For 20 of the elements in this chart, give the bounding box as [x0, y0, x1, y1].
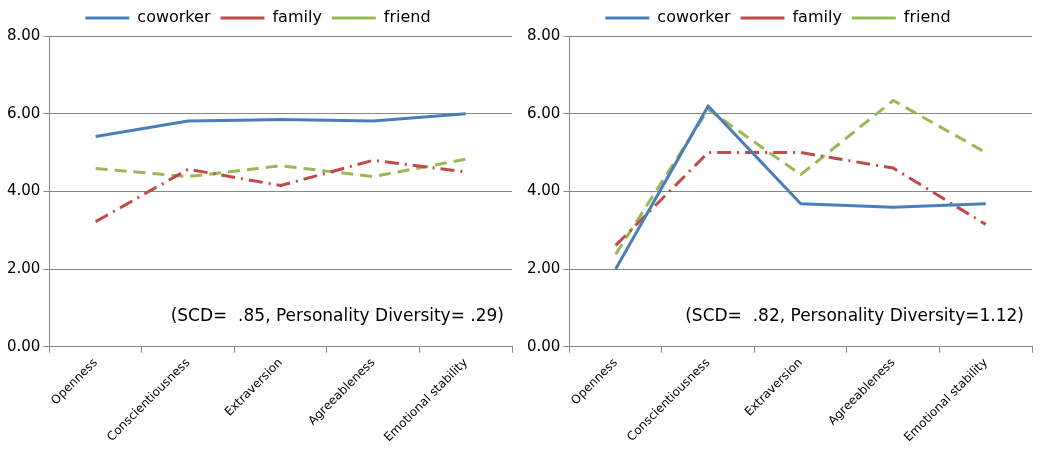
y-tick-label: 6.00: [6, 103, 41, 122]
legend-label: friend: [903, 7, 951, 27]
y-tick-label: 0.00: [526, 336, 561, 355]
line-series: [94, 157, 468, 179]
legend-label: coworker: [137, 7, 211, 27]
legend-label: coworker: [657, 7, 731, 27]
line-series: [614, 151, 988, 247]
legend-label: friend: [383, 7, 431, 27]
y-tick-label: 4.00: [6, 181, 41, 200]
annotation: (SCD= .82, Personality Diversity=1.12): [685, 305, 1024, 326]
legend-label: family: [272, 7, 322, 27]
y-tick-label: 8.00: [526, 25, 561, 44]
y-tick-label: 6.00: [526, 103, 561, 122]
y-tick-label: 8.00: [6, 25, 41, 44]
y-tick-label: 4.00: [526, 181, 561, 200]
annotation: (SCD= .85, Personality Diversity= .29): [170, 305, 504, 326]
y-tick-label: 2.00: [6, 258, 41, 277]
legend-label: family: [792, 7, 842, 27]
y-tick-label: 0.00: [6, 336, 41, 355]
y-tick-label: 2.00: [526, 258, 561, 277]
